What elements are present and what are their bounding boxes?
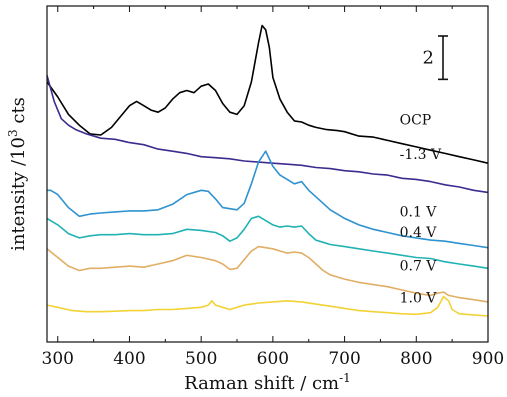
series-line <box>46 75 489 194</box>
series-label: 0.7 V <box>400 259 438 275</box>
scale-bar: 2 <box>423 35 448 81</box>
scale-bar-label: 2 <box>423 48 434 69</box>
series-line <box>46 215 489 270</box>
series-label: 0.1 V <box>400 205 438 221</box>
x-axis-label: Raman shift / cm-1 <box>184 371 351 394</box>
series-label: OCP <box>400 112 432 128</box>
x-tick-label: 500 <box>185 349 217 369</box>
x-tick-label: 800 <box>400 349 432 369</box>
x-tick-label: 300 <box>42 349 74 369</box>
x-tick-label: 400 <box>113 349 145 369</box>
series-line <box>46 245 489 303</box>
tick-layer: 300 400 500 600 700 800 900 <box>42 6 504 369</box>
x-tick-label: 900 <box>472 349 504 369</box>
y-axis-label: intensity /103 cts <box>6 97 29 251</box>
series-label: 1.0 V <box>400 291 438 307</box>
series-line <box>46 24 489 164</box>
series-label: -1.3 V <box>400 147 442 163</box>
x-tick-label: 600 <box>257 349 289 369</box>
y-axis-label-suffix: cts <box>8 97 29 129</box>
plot-frame <box>46 5 489 343</box>
y-axis-label-text: intensity /10 <box>8 137 29 251</box>
series-label-layer: OCP -1.3 V 0.1 V 0.4 V 0.7 V 1.0 V <box>400 112 442 306</box>
series-layer <box>46 24 489 317</box>
series-label: 0.4 V <box>400 225 438 241</box>
x-tick-label: 700 <box>328 349 360 369</box>
y-axis-label-superscript: 3 <box>6 129 20 137</box>
series-line <box>46 295 489 317</box>
series-line <box>47 150 489 249</box>
x-axis-label-text: Raman shift / cm <box>184 373 339 394</box>
x-axis-label-superscript: -1 <box>339 371 351 385</box>
